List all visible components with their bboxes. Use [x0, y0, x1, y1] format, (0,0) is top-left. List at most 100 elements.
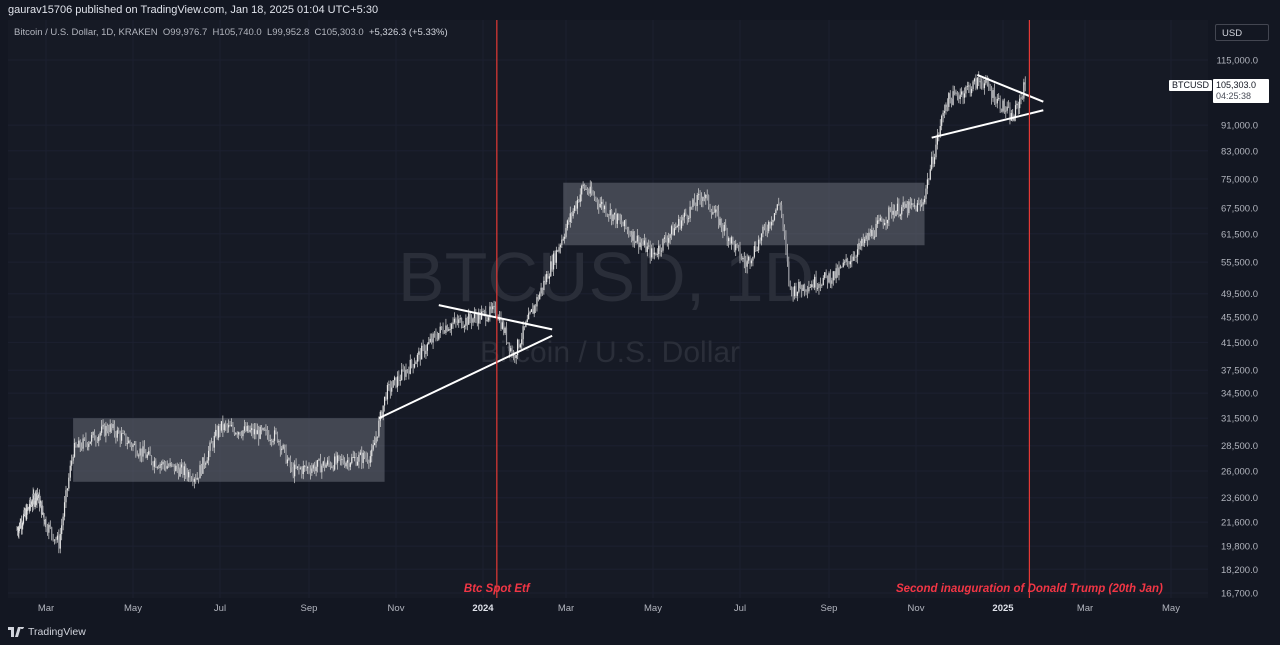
candle-body [876, 220, 879, 224]
candle-body [294, 464, 296, 477]
candle-body [46, 529, 49, 533]
candle-body [998, 98, 1000, 99]
candle-body [733, 241, 735, 251]
candle-body [120, 433, 123, 441]
candle-body [935, 144, 937, 158]
candle-body [33, 495, 36, 505]
candle-body [119, 433, 121, 441]
candle-body [779, 204, 781, 206]
trend-line[interactable] [438, 304, 553, 331]
candle-body [399, 380, 401, 381]
y-tick-label: 28,500.0 [1221, 441, 1258, 452]
candle-body [292, 467, 294, 477]
candle-body [378, 420, 380, 437]
candle-body [888, 207, 890, 220]
consolidation-box[interactable] [563, 182, 925, 246]
candle-body [129, 440, 131, 444]
candle-body [981, 81, 983, 85]
candle-body [715, 209, 717, 213]
time-axis[interactable]: Mar May Jul Sep Nov 2024 Mar May Jul Sep Nov 2025 Ma… [8, 598, 1208, 620]
candle-body [675, 227, 677, 229]
trend-line[interactable] [931, 109, 1044, 139]
trend-line[interactable] [976, 73, 1044, 103]
candle-body [906, 204, 909, 214]
candle-body [365, 457, 367, 459]
candle-body [673, 228, 675, 236]
candle-body [663, 237, 666, 239]
candle-body [978, 77, 980, 82]
candle-body [868, 232, 870, 240]
candle-body [555, 250, 557, 263]
candle-body [428, 341, 430, 345]
candle-body [35, 492, 37, 502]
candle-body [902, 202, 904, 208]
y-tick-label: 31,500.0 [1221, 414, 1258, 425]
candle-body [871, 230, 873, 236]
candle-body [908, 201, 910, 214]
candle-body [92, 431, 94, 436]
candle-body [886, 219, 889, 224]
candle-body [629, 234, 631, 236]
chart-area[interactable] [8, 20, 1272, 625]
candle-body [732, 237, 734, 242]
candle-body [140, 448, 143, 457]
candle-body [652, 248, 654, 255]
candle-body [856, 249, 859, 257]
price-axis[interactable]: 115,000.0 91,000.0 83,000.0 75,000.0 67,500.… [1208, 20, 1280, 625]
candle-body [769, 221, 771, 226]
candle-body [311, 468, 313, 473]
candle-body [38, 494, 40, 498]
candle-body [19, 522, 21, 528]
currency-selector[interactable]: USD [1215, 24, 1269, 41]
candle-body [245, 426, 247, 432]
candle-body [332, 466, 334, 470]
candle-body [672, 226, 674, 236]
candle-body [685, 212, 687, 216]
bar-countdown: 04:25:38 [1216, 91, 1252, 101]
candle-body [266, 429, 268, 436]
event-label: Second inauguration of Donald Trump (20t… [896, 583, 1163, 595]
candle-body [514, 354, 516, 359]
tradingview-brand[interactable]: TradingView [8, 626, 86, 638]
candle-body [29, 499, 31, 509]
candle-body [759, 239, 761, 241]
candle-body [848, 261, 850, 265]
candle-body [494, 305, 497, 316]
close-value: 105,303.0 [321, 27, 364, 38]
candle-body [102, 424, 104, 427]
candle-body [656, 254, 658, 255]
candle-body [515, 355, 517, 359]
candle-body [660, 250, 663, 252]
candle-body [588, 192, 590, 194]
trend-line[interactable] [378, 334, 553, 420]
candle-body [884, 223, 886, 226]
candle-body [1007, 106, 1010, 108]
candle-body [541, 287, 544, 291]
candle-body [946, 104, 948, 107]
candle-body [256, 430, 258, 435]
candle-body [195, 478, 197, 480]
candle-body [628, 229, 630, 235]
candle-body [431, 338, 433, 343]
candle-body [631, 235, 633, 241]
candle-body [48, 524, 50, 533]
candle-body [819, 284, 821, 286]
candle-body [809, 286, 811, 288]
candle-body [361, 452, 363, 464]
x-tick-label: May [644, 603, 662, 614]
candle-body [142, 446, 144, 457]
candle-body [958, 96, 960, 99]
candle-body [125, 433, 127, 444]
candle-body [289, 458, 291, 468]
candle-body [891, 207, 893, 215]
y-tick-label: 16,700.0 [1221, 589, 1258, 600]
candle-body [534, 305, 537, 307]
candle-body [596, 198, 598, 204]
candle-body [862, 238, 864, 244]
y-tick-label: 45,500.0 [1221, 313, 1258, 324]
candle-body [232, 424, 234, 430]
candle-body [200, 465, 203, 474]
candle-body [575, 205, 577, 209]
candle-body [826, 275, 829, 283]
